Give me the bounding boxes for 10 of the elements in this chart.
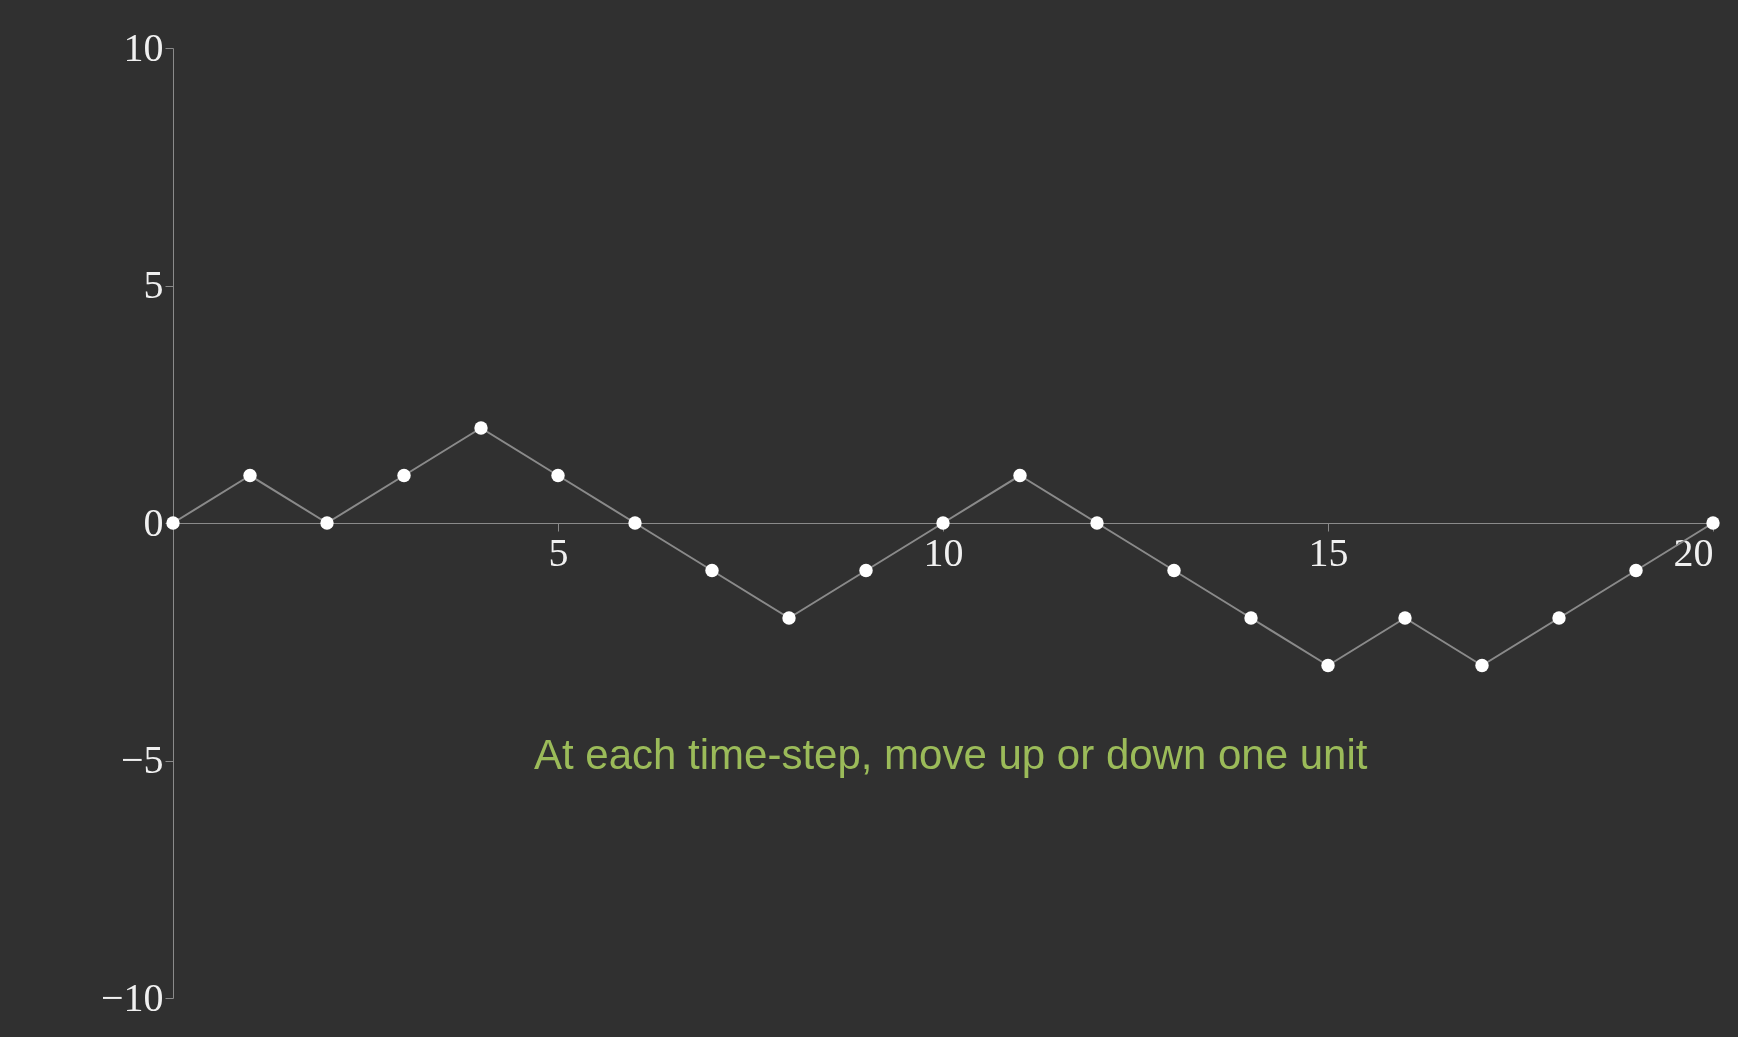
y-tick-label: −10 [100, 974, 164, 1020]
y-tick-label: 10 [123, 24, 164, 70]
x-tick-label: 5 [548, 529, 569, 575]
x-tick-label: 10 [923, 529, 964, 575]
y-tick-label: −5 [120, 737, 164, 782]
annotation: At each time-step, move up or down one unit [533, 730, 1368, 778]
y-tick-label: 0 [143, 499, 164, 545]
y-tick-label: 5 [143, 262, 164, 307]
x-tick-label: 15 [1308, 529, 1349, 575]
x-tick-label: 20 [1673, 529, 1714, 575]
